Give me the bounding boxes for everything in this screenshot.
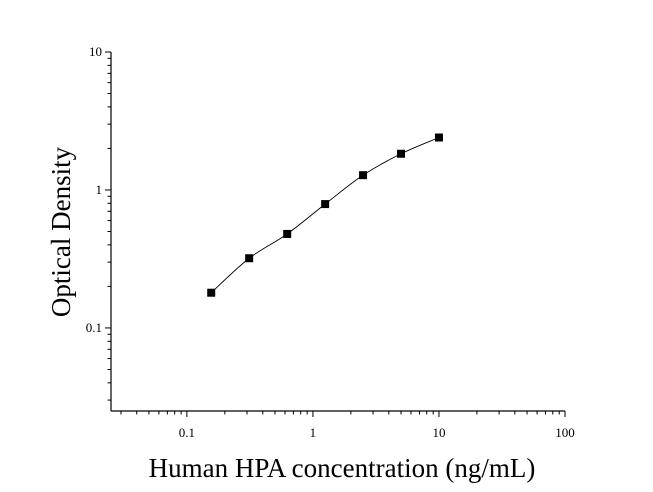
y-tick-label: 10 [89,44,102,59]
y-tick-label: 0.1 [86,320,102,335]
data-point [321,200,330,209]
data-point [207,288,216,297]
data-point [434,133,443,142]
x-tick-label: 10 [432,425,445,440]
fit-curve [210,137,440,294]
data-points [207,133,443,297]
data-point [245,254,254,263]
x-axis-title: Human HPA concentration (ng/mL) [149,453,536,483]
data-point [397,149,406,158]
data-point [283,229,292,238]
x-tick-label: 0.1 [179,425,195,440]
axes: 0.1 1 10 100 0.1 1 10 [86,44,575,440]
y-axis-title: Optical Density [46,146,76,317]
y-tick-label: 1 [96,182,103,197]
fit-curve-layer [210,137,440,294]
data-point [359,171,368,180]
x-tick-label: 1 [310,425,317,440]
x-tick-label: 100 [555,425,575,440]
